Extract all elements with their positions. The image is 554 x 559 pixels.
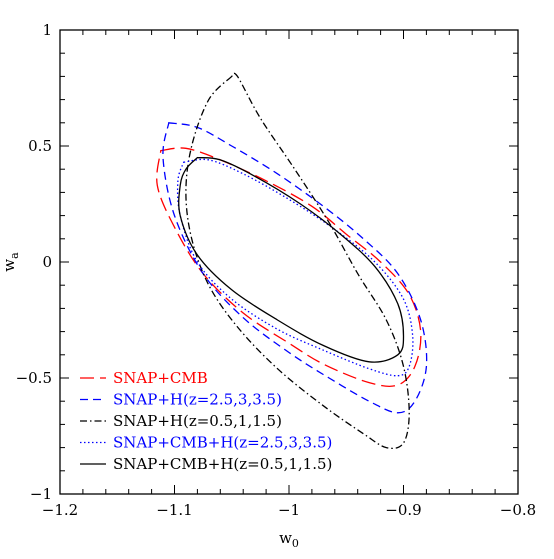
legend-label: SNAP+CMB+H(z=2.5,3,3.5): [113, 434, 332, 452]
contour-layer: [156, 72, 428, 449]
y-tick-label: 1: [42, 21, 52, 39]
legend-label: SNAP+H(z=2.5,3,3.5): [113, 391, 282, 409]
x-tick-label: −1.2: [42, 501, 78, 519]
legend-label: SNAP+CMB+H(z=0.5,1,1.5): [113, 455, 332, 473]
legend-label: SNAP+H(z=0.5,1,1.5): [113, 412, 282, 430]
axis-ticks: [59, 29, 519, 495]
legend-label: SNAP+CMB: [113, 369, 208, 387]
y-tick-label: 0.5: [28, 137, 52, 155]
x-axis-label: w0: [279, 529, 299, 550]
y-tick-label: 0: [42, 253, 52, 271]
x-tick-label: −0.8: [500, 501, 536, 519]
contour-1: [156, 147, 422, 387]
legend: SNAP+CMB SNAP+H(z=2.5,3,3.5) SNAP+H(z=0.5,…: [80, 369, 332, 473]
tick-labels: −1.2 −1.1 −1 −0.9 −0.8 −1 −0.5 0 0.5 1: [16, 21, 537, 519]
contour-5: [178, 156, 405, 363]
y-tick-label: −1: [30, 485, 52, 503]
y-tick-label: −0.5: [16, 369, 52, 387]
x-tick-label: −1: [278, 501, 300, 519]
y-axis-label: wa: [0, 252, 21, 272]
x-tick-label: −0.9: [385, 501, 421, 519]
contour-3: [185, 72, 410, 449]
contour-2: [162, 122, 428, 414]
contour-4: [176, 158, 414, 377]
x-tick-label: −1.1: [156, 501, 192, 519]
